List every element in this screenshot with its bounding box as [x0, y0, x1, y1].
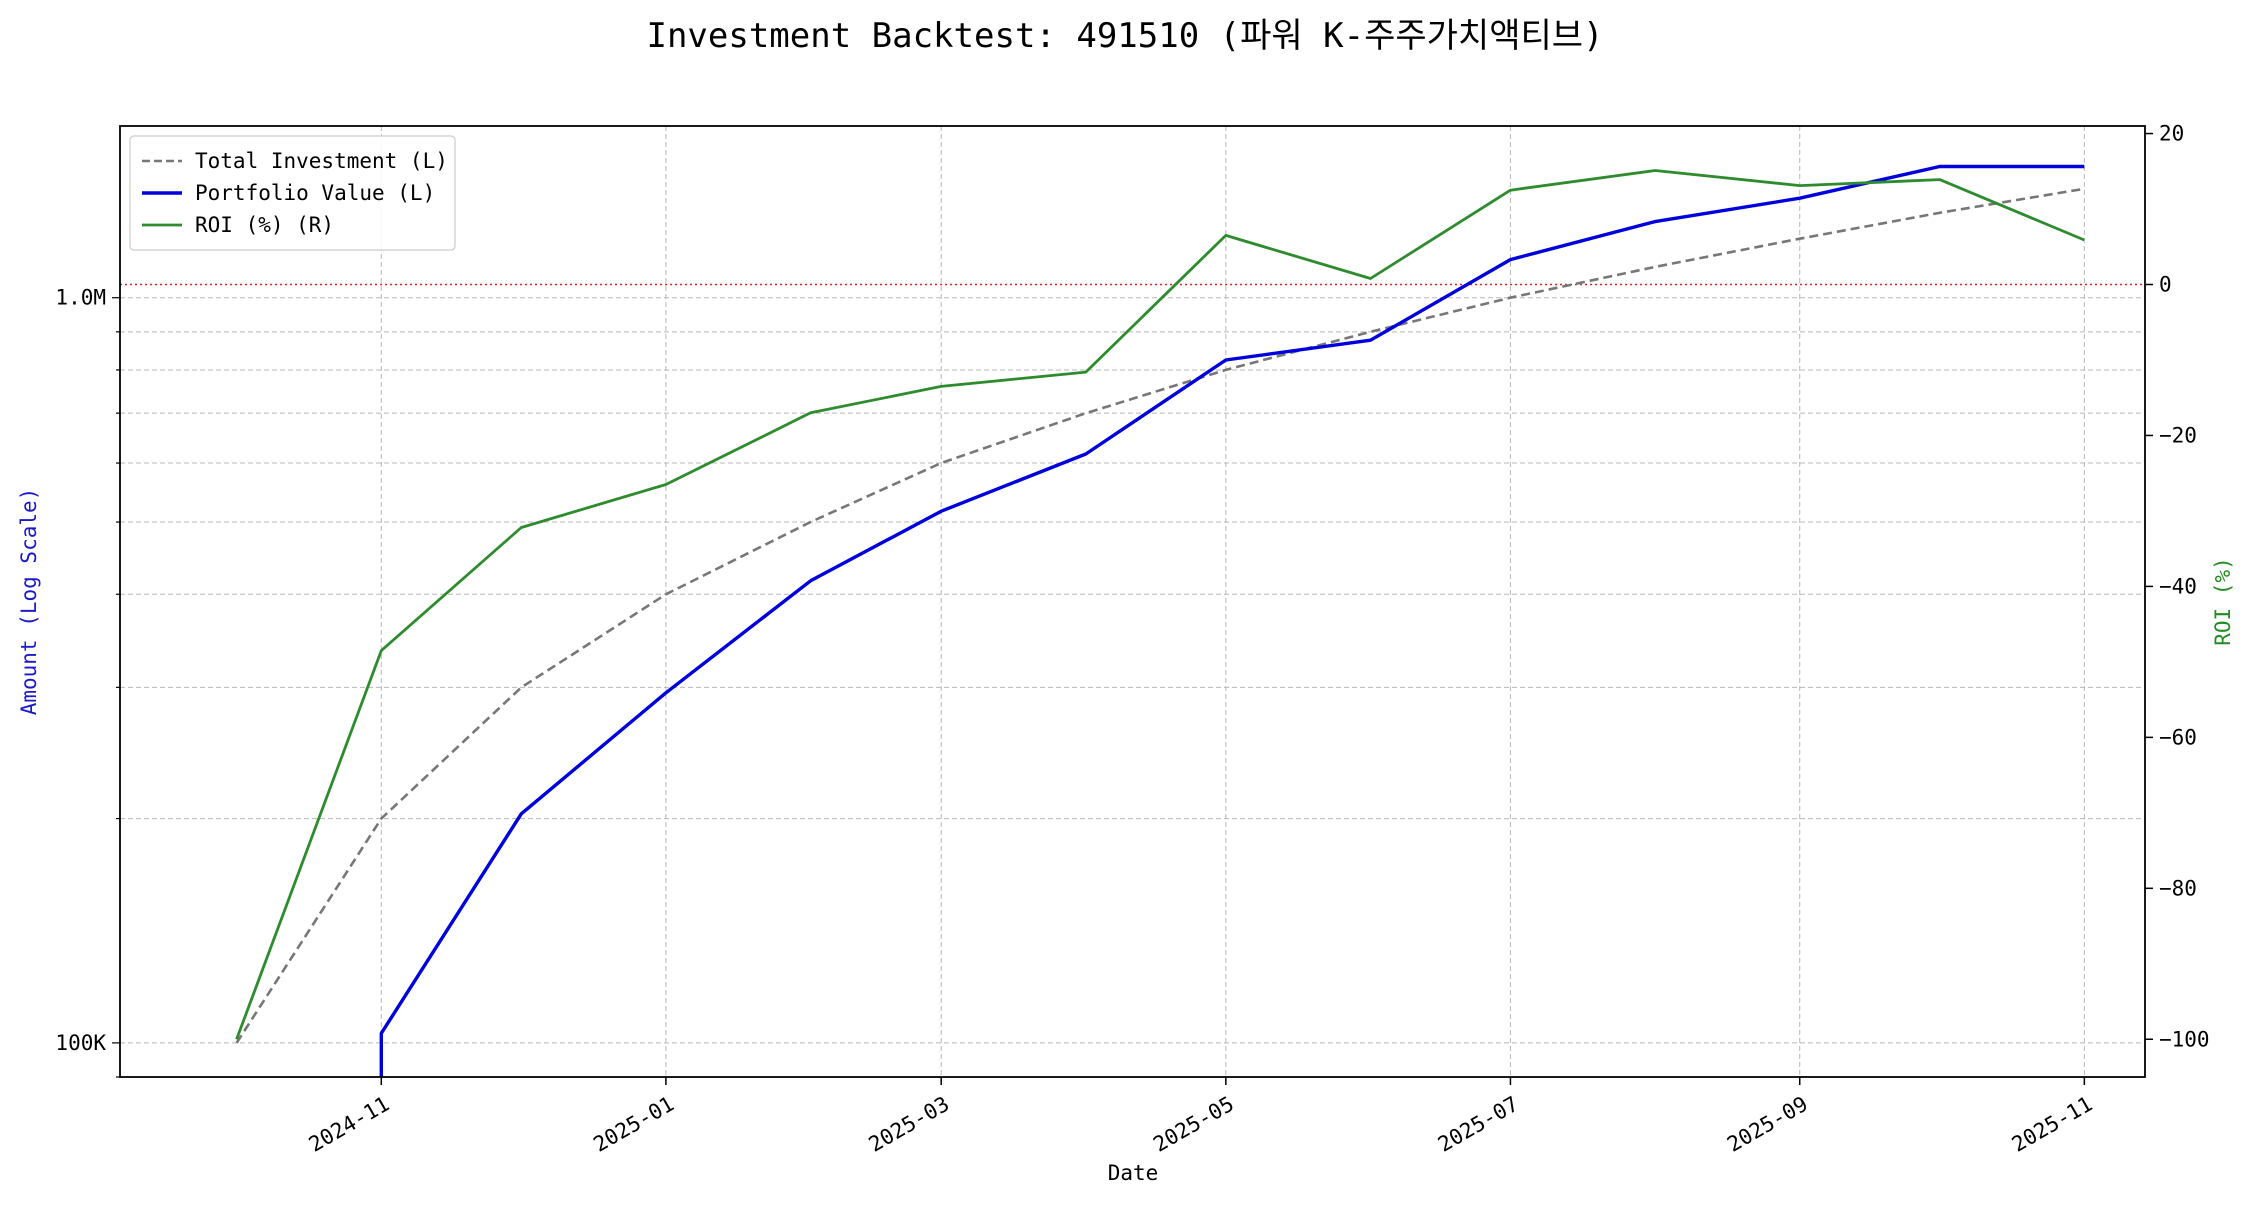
y-right-tick-label: 20 — [2159, 122, 2184, 146]
x-tick-label: 2025-05 — [1149, 1092, 1238, 1157]
x-tick-label: 2025-11 — [2008, 1092, 2097, 1157]
legend-box — [129, 135, 456, 251]
y-right-tick-label: −60 — [2159, 725, 2197, 749]
legend-label-2: ROI (%) (R) — [195, 213, 334, 237]
series-line-1 — [379, 164, 2085, 1077]
y-axis-right-label: ROI (%) — [2211, 557, 2235, 646]
y-right-tick-label: −100 — [2159, 1027, 2210, 1051]
legend: Total Investment (L) Portfolio Value (L) R… — [129, 135, 456, 251]
x-tick-label: 2025-01 — [589, 1092, 678, 1157]
grid — [120, 126, 2145, 1078]
y-left-tick-label: 100K — [55, 1031, 106, 1055]
x-tick-label: 2025-03 — [865, 1092, 954, 1157]
y-left-tick-label: 1.0M — [55, 286, 106, 310]
series-line-2 — [235, 169, 2085, 1040]
y-right-tick-label: −20 — [2159, 423, 2197, 447]
y-right-tick-label: −80 — [2159, 876, 2197, 900]
series-line-0 — [235, 187, 2085, 1044]
y-axis-left-label: Amount (Log Scale) — [17, 488, 41, 716]
x-tick-label: 2024-11 — [305, 1092, 394, 1157]
chart-title: Investment Backtest: 491510 (파워 K-주주가치액티… — [646, 16, 1603, 56]
x-tick-label: 2025-07 — [1434, 1092, 1523, 1157]
x-axis-label: Date — [1108, 1161, 1159, 1185]
y-right-tick-label: −40 — [2159, 574, 2197, 598]
x-tick-label: 2025-09 — [1723, 1092, 1812, 1157]
axes: 2024-11 2025-01 2025-03 2025-05 2025-07 2025-… — [55, 122, 2209, 1157]
plot-frame — [119, 125, 2146, 1078]
plot-area — [235, 164, 2085, 1077]
legend-label-1: Portfolio Value (L) — [195, 181, 435, 205]
y-right-tick-label: 0 — [2159, 273, 2172, 297]
legend-label-0: Total Investment (L) — [195, 149, 448, 173]
